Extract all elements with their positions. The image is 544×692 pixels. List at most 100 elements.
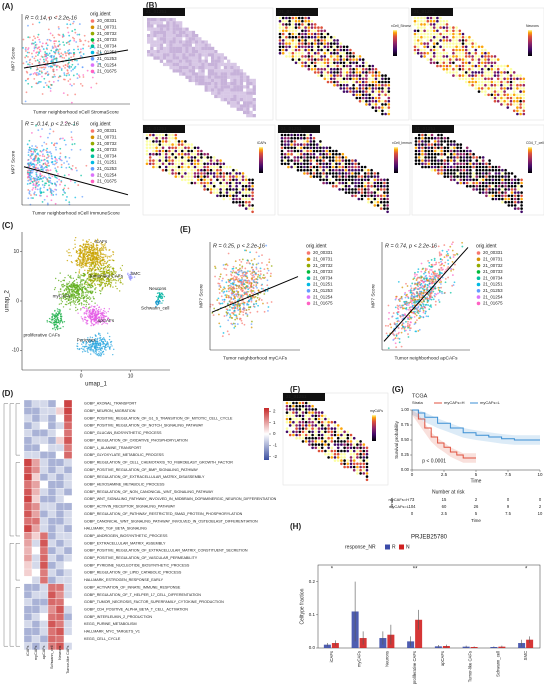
spot — [474, 71, 478, 74]
spot — [314, 427, 318, 430]
spot — [433, 162, 437, 166]
tissue — [195, 66, 199, 70]
tissue — [198, 62, 202, 67]
spot — [358, 96, 362, 100]
scatter-point — [74, 65, 77, 68]
spot — [174, 146, 178, 150]
legend-swatch — [90, 141, 95, 146]
umap-point — [74, 288, 77, 291]
spot — [510, 178, 514, 182]
spot — [455, 67, 458, 71]
spot — [309, 143, 313, 146]
spot — [480, 58, 484, 61]
spot — [200, 172, 203, 175]
spot — [344, 168, 348, 172]
tissue — [182, 59, 186, 63]
scatter-point — [39, 190, 42, 193]
spot — [301, 26, 304, 29]
scatter-point — [58, 53, 61, 56]
spot — [387, 83, 391, 87]
spot — [361, 61, 365, 65]
spot — [349, 61, 352, 65]
spot — [325, 146, 329, 150]
spot — [235, 175, 238, 178]
scatter-point — [65, 74, 68, 77]
spot — [417, 162, 421, 166]
tissue — [207, 62, 212, 67]
spot — [387, 103, 391, 106]
spot — [448, 71, 452, 74]
spot — [342, 71, 346, 74]
spot — [459, 156, 463, 159]
spot — [437, 172, 440, 175]
spot — [384, 87, 387, 90]
spot — [513, 194, 517, 198]
spot — [474, 48, 478, 52]
spot — [323, 42, 327, 45]
spot — [494, 184, 498, 188]
spot — [301, 23, 304, 26]
spot — [190, 152, 194, 156]
scatter-point — [80, 48, 82, 51]
scatter-point — [56, 166, 59, 168]
tissue — [246, 88, 250, 92]
umap-point — [86, 294, 89, 296]
tissue — [150, 30, 154, 35]
spot — [291, 16, 295, 20]
spot — [439, 64, 442, 68]
spot — [430, 152, 434, 156]
umap-point — [72, 299, 75, 302]
scatter-point — [70, 131, 73, 133]
spot — [323, 48, 327, 52]
scatter-point — [30, 169, 33, 172]
umap-point — [88, 254, 90, 256]
scatter-point — [46, 164, 49, 167]
spot — [326, 45, 330, 49]
spot — [368, 99, 371, 103]
spot — [328, 172, 332, 175]
spot — [516, 77, 519, 81]
spot — [513, 175, 517, 178]
spot — [314, 433, 318, 437]
spot — [336, 58, 339, 61]
spot — [455, 55, 458, 58]
spot — [312, 168, 316, 172]
spot — [439, 35, 442, 39]
scatter-point — [79, 38, 81, 41]
umap-point — [156, 301, 158, 303]
spot — [452, 42, 455, 45]
umap-point — [89, 244, 91, 246]
spot — [216, 172, 219, 175]
spot — [322, 178, 325, 182]
spot — [296, 152, 300, 156]
umap-point — [78, 293, 81, 295]
spot — [317, 67, 320, 71]
spot — [478, 188, 482, 191]
tissue — [179, 62, 183, 67]
spot — [488, 175, 491, 178]
spot — [196, 172, 200, 175]
spot — [317, 424, 321, 427]
umap-point — [65, 286, 68, 288]
spot — [333, 443, 337, 446]
spot — [330, 420, 334, 424]
tissue — [223, 66, 228, 70]
spot — [161, 133, 165, 137]
umap-point — [106, 266, 109, 269]
spot — [480, 77, 484, 81]
scatter-point — [27, 189, 30, 191]
spot — [219, 165, 222, 169]
spot — [184, 159, 187, 162]
scatter-point — [27, 173, 30, 176]
umap-point — [74, 260, 77, 262]
scatter-point — [55, 184, 58, 187]
spot — [500, 90, 503, 93]
scatter-point — [63, 72, 66, 74]
spot — [381, 109, 384, 113]
umap-point — [67, 282, 70, 285]
spot — [307, 58, 311, 61]
tissue — [147, 18, 151, 22]
spot — [453, 165, 456, 169]
spot — [343, 440, 346, 443]
spot — [506, 64, 510, 68]
